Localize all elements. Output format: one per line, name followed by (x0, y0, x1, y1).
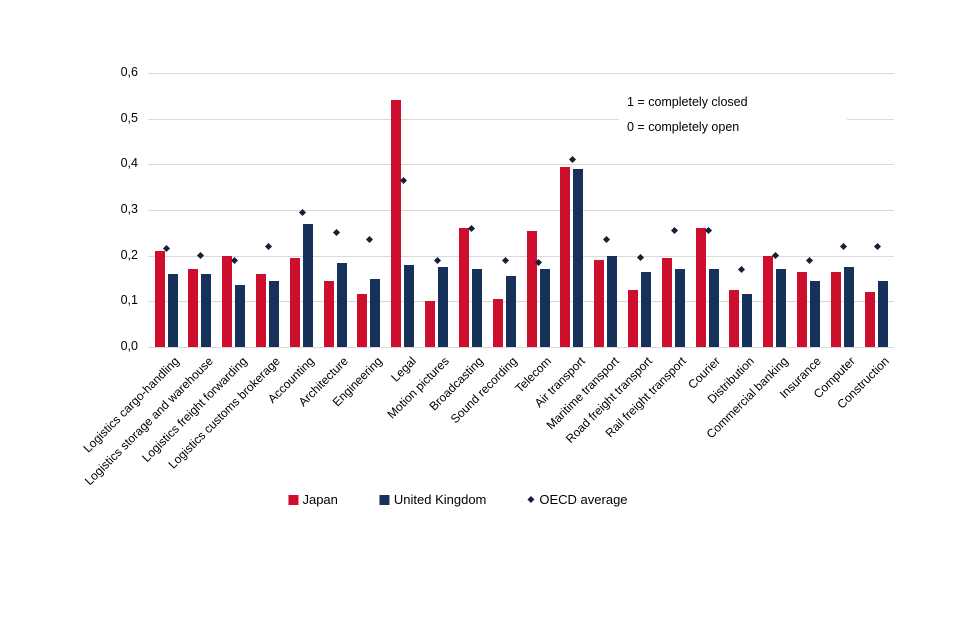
bar-japan (458, 228, 469, 347)
y-tick-label: 0,2 (120, 247, 138, 262)
bar-uk (302, 223, 313, 347)
annotation-line-closed: 1 = completely closed (627, 95, 748, 109)
oecd-average-marker (873, 242, 881, 251)
oecd-average-marker (332, 229, 340, 237)
bar-japan (188, 269, 199, 347)
bar-uk (268, 280, 279, 347)
bar-uk (471, 269, 482, 347)
bar-japan (594, 260, 605, 347)
bar-uk (810, 280, 821, 347)
legend-item-oecd: OECD average (527, 492, 628, 507)
bar-japan (763, 255, 774, 347)
oecd-average-marker (805, 256, 813, 264)
bar-japan (627, 289, 638, 347)
bar-uk (167, 273, 178, 347)
bar-japan (526, 230, 537, 347)
gridline (148, 301, 894, 303)
oecd-average-marker (636, 254, 644, 262)
bar-japan (492, 299, 503, 347)
bar-japan (864, 292, 875, 347)
bar-uk (877, 280, 888, 347)
bar-uk (776, 269, 787, 347)
bar-uk (843, 267, 854, 347)
gridline (148, 347, 894, 348)
oecd-average-marker (839, 242, 847, 251)
bar-uk (539, 269, 550, 347)
legend-item-japan: Japan (288, 492, 338, 507)
oecd-average-marker (197, 252, 205, 260)
bar-uk (708, 269, 719, 347)
bar-japan (425, 301, 436, 347)
japan-swatch-icon (288, 494, 299, 505)
gridline (148, 210, 894, 211)
bar-uk (438, 267, 449, 347)
oecd-average-marker (501, 256, 509, 264)
uk-swatch-icon (379, 494, 390, 505)
oecd-average-marker (569, 156, 577, 164)
bar-japan (154, 251, 165, 347)
bar-japan (729, 289, 740, 347)
y-tick-label: 0,3 (120, 202, 138, 216)
oecd-average-marker (433, 256, 441, 264)
oecd-average-marker (602, 236, 611, 244)
bar-uk (201, 273, 212, 347)
bar-uk (370, 278, 381, 347)
gridline (148, 73, 894, 74)
y-tick-label: 0,4 (120, 156, 138, 171)
bar-japan (357, 294, 368, 347)
bar-uk (505, 276, 516, 347)
bar-uk (607, 255, 618, 347)
bar-uk (742, 294, 753, 347)
gridline (148, 164, 894, 166)
oecd-diamond-icon (527, 495, 535, 504)
gridline (148, 255, 894, 257)
bar-uk (640, 271, 651, 347)
oecd-average-marker (738, 265, 746, 273)
bar-uk (235, 285, 246, 347)
legend-label-oecd: OECD average (539, 492, 628, 507)
bar-uk (404, 264, 415, 347)
oecd-average-marker (366, 236, 374, 244)
y-tick-label: 0,1 (120, 293, 138, 308)
annotation-line-open: 0 = completely open (627, 120, 740, 134)
bar-japan (830, 271, 841, 347)
bar-japan (560, 166, 571, 347)
scale-annotation: 1 = completely closed 0 = completely ope… (619, 85, 847, 145)
legend-label-japan: Japan (302, 492, 338, 507)
oecd-average-marker (264, 242, 272, 251)
bar-japan (289, 257, 300, 347)
legend-label-uk: United Kingdom (393, 492, 487, 507)
legend-item-uk: United Kingdom (379, 492, 487, 507)
bar-japan (222, 255, 233, 347)
oecd-average-marker (670, 227, 678, 235)
bar-japan (661, 257, 672, 347)
y-tick-label: 0,5 (120, 110, 138, 125)
bar-uk (336, 262, 347, 347)
bar-japan (255, 273, 266, 347)
bar-uk (674, 269, 685, 347)
y-tick-label: 0,6 (120, 65, 138, 79)
bar-japan (695, 228, 706, 347)
bar-japan (797, 271, 808, 347)
legend: Japan United Kingdom OECD average (288, 492, 628, 507)
bar-japan (323, 280, 334, 347)
bar-uk (573, 168, 584, 347)
bar-japan (391, 100, 402, 347)
y-tick-label: 0,0 (120, 339, 138, 353)
gridline (148, 118, 894, 120)
